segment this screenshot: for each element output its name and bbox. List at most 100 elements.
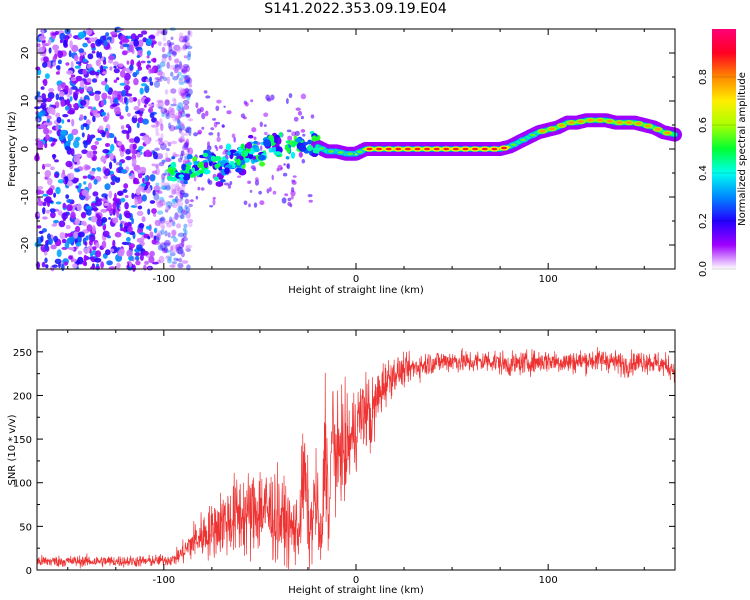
noise-speck [179, 121, 183, 126]
noise-speck [106, 260, 113, 266]
noise-speck [85, 205, 93, 211]
noise-speck [175, 214, 182, 218]
noise-speck [139, 112, 143, 117]
noise-speck [181, 67, 187, 73]
ridge-blob [272, 146, 277, 151]
noise-speck [73, 140, 80, 149]
noise-speck [74, 218, 81, 226]
noise-speck [86, 150, 94, 159]
noise-speck [271, 174, 274, 181]
noise-speck [47, 177, 53, 186]
ridge-blob [203, 161, 209, 169]
noise-speck [260, 145, 263, 151]
ridge-blob [286, 147, 291, 154]
ridge-blob [171, 156, 176, 160]
ridge-blob [337, 151, 344, 154]
noise-speck [108, 190, 113, 199]
noise-speck [123, 72, 131, 81]
noise-speck [113, 65, 117, 69]
noise-speck [135, 46, 143, 51]
noise-speck [79, 80, 85, 89]
noise-speck [166, 255, 173, 259]
noise-speck [153, 80, 161, 88]
noise-speck [66, 98, 70, 106]
ridge-blob [414, 147, 421, 151]
noise-speck [113, 136, 117, 144]
noise-speck [210, 127, 215, 131]
noise-speck [36, 112, 44, 117]
noise-speck [151, 208, 157, 214]
noise-speck [100, 65, 104, 73]
noise-speck [117, 250, 125, 257]
noise-speck [170, 245, 174, 252]
noise-speck [178, 108, 185, 114]
noise-speck [272, 190, 277, 195]
noise-speck [86, 78, 92, 83]
noise-speck [76, 203, 82, 212]
noise-speck [172, 204, 178, 209]
noise-speck [70, 211, 76, 220]
y-tick-label: 150 [13, 435, 32, 446]
noise-speck [266, 98, 272, 102]
noise-speck [269, 186, 272, 192]
noise-speck [154, 78, 160, 83]
noise-speck [159, 242, 166, 250]
noise-speck [54, 159, 59, 163]
noise-speck [37, 200, 44, 207]
noise-speck [168, 44, 173, 52]
noise-speck [125, 148, 131, 155]
noise-speck [68, 50, 72, 58]
noise-speck [62, 202, 66, 209]
noise-speck [163, 239, 171, 247]
noise-speck [174, 69, 179, 74]
noise-speck [259, 200, 265, 206]
x-tick-label: -100 [152, 575, 175, 586]
ridge-blob [395, 147, 402, 151]
ridge-blob [169, 169, 175, 175]
noise-speck [124, 202, 129, 210]
noise-speck [67, 172, 75, 181]
noise-speck [251, 127, 257, 133]
noise-speck [65, 62, 70, 66]
noise-speck [103, 60, 107, 65]
spectrogram-ylabel: Frequency (Hz) [7, 111, 18, 187]
noise-speck [50, 143, 54, 147]
noise-speck [105, 32, 110, 37]
y-tick-label: 0 [26, 566, 32, 577]
noise-speck [93, 178, 98, 185]
noise-speck [204, 110, 209, 117]
noise-speck [172, 198, 178, 205]
noise-speck [172, 153, 180, 157]
noise-speck [170, 36, 174, 41]
noise-speck [101, 92, 108, 101]
noise-speck [180, 150, 185, 157]
noise-speck [148, 103, 155, 107]
noise-speck [182, 75, 189, 81]
noise-speck [178, 63, 183, 71]
noise-speck [62, 114, 69, 118]
noise-speck [253, 136, 257, 141]
noise-speck [154, 147, 160, 151]
noise-speck [138, 222, 145, 229]
noise-speck [66, 237, 74, 244]
noise-speck [161, 53, 168, 59]
noise-speck [144, 181, 151, 186]
noise-speck [243, 200, 248, 206]
noise-speck [95, 59, 101, 67]
colorbar-tick-label: 0.6 [698, 117, 709, 133]
noise-speck [178, 79, 184, 84]
noise-speck [287, 201, 292, 207]
noise-speck [70, 148, 75, 157]
noise-speck [188, 129, 192, 136]
ridge-blob [356, 150, 363, 154]
noise-speck [185, 113, 191, 117]
noise-speck [55, 112, 61, 119]
noise-speck [116, 77, 120, 81]
noise-speck [50, 244, 57, 250]
noise-speck [151, 117, 157, 123]
noise-speck [176, 105, 181, 112]
ridge-blob [298, 144, 307, 152]
ridge-blob [520, 138, 527, 142]
noise-speck [195, 102, 199, 109]
noise-speck [180, 251, 185, 258]
